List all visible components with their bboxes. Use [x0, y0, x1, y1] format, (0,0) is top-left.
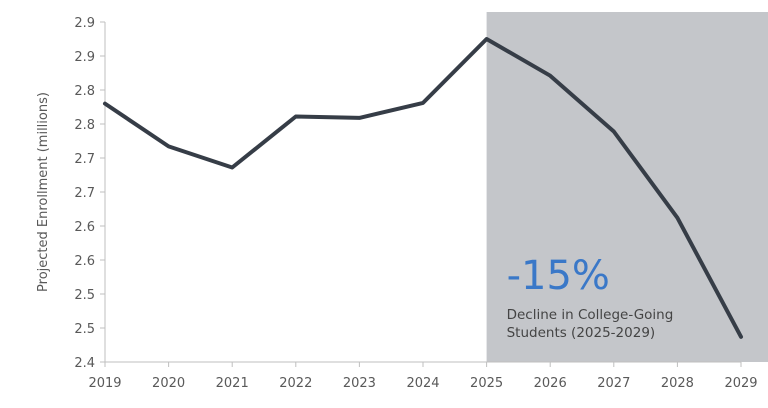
- decline-note-line-1: Decline in College-Going: [507, 307, 674, 323]
- x-tick-label: 2022: [279, 376, 312, 391]
- y-tick-label: 2.9: [74, 16, 95, 31]
- y-tick-label: 2.9: [74, 50, 95, 65]
- x-tick-label: 2020: [152, 376, 185, 391]
- decline-percent: -15%: [507, 253, 610, 299]
- y-tick-label: 2.4: [74, 356, 95, 371]
- y-axis-label: Projected Enrollment (millions): [36, 92, 51, 292]
- y-tick-label: 2.8: [74, 118, 95, 133]
- x-tick-label: 2023: [343, 376, 376, 391]
- x-axis-ticks: 2019 2020 2021 2022 2023 2024 2025 2026 2027 2028…: [88, 362, 758, 391]
- x-tick-label: 2027: [597, 376, 630, 391]
- series-line: [103, 37, 743, 339]
- y-tick-label: 2.6: [74, 254, 95, 269]
- x-tick-label: 2028: [661, 376, 694, 391]
- x-tick-label: 2029: [724, 376, 757, 391]
- x-tick-label: 2019: [88, 376, 121, 391]
- y-tick-label: 2.5: [74, 288, 95, 303]
- y-tick-label: 2.6: [74, 220, 95, 235]
- y-axis-ticks: 2.4 2.5 2.5 2.6 2.6 2.7 2.7 2.8 2.8 2.9 2.9: [74, 16, 105, 371]
- decline-note-line-2: Students (2025-2029): [507, 325, 656, 341]
- x-tick-label: 2026: [534, 376, 567, 391]
- y-tick-label: 2.8: [74, 84, 95, 99]
- x-tick-label: 2025: [470, 376, 503, 391]
- y-tick-label: 2.7: [74, 152, 95, 167]
- y-tick-label: 2.5: [74, 322, 95, 337]
- x-tick-label: 2024: [406, 376, 439, 391]
- decline-annotation: -15% Decline in College-Going Students (…: [507, 253, 674, 341]
- y-tick-label: 2.7: [74, 186, 95, 201]
- x-tick-label: 2021: [216, 376, 249, 391]
